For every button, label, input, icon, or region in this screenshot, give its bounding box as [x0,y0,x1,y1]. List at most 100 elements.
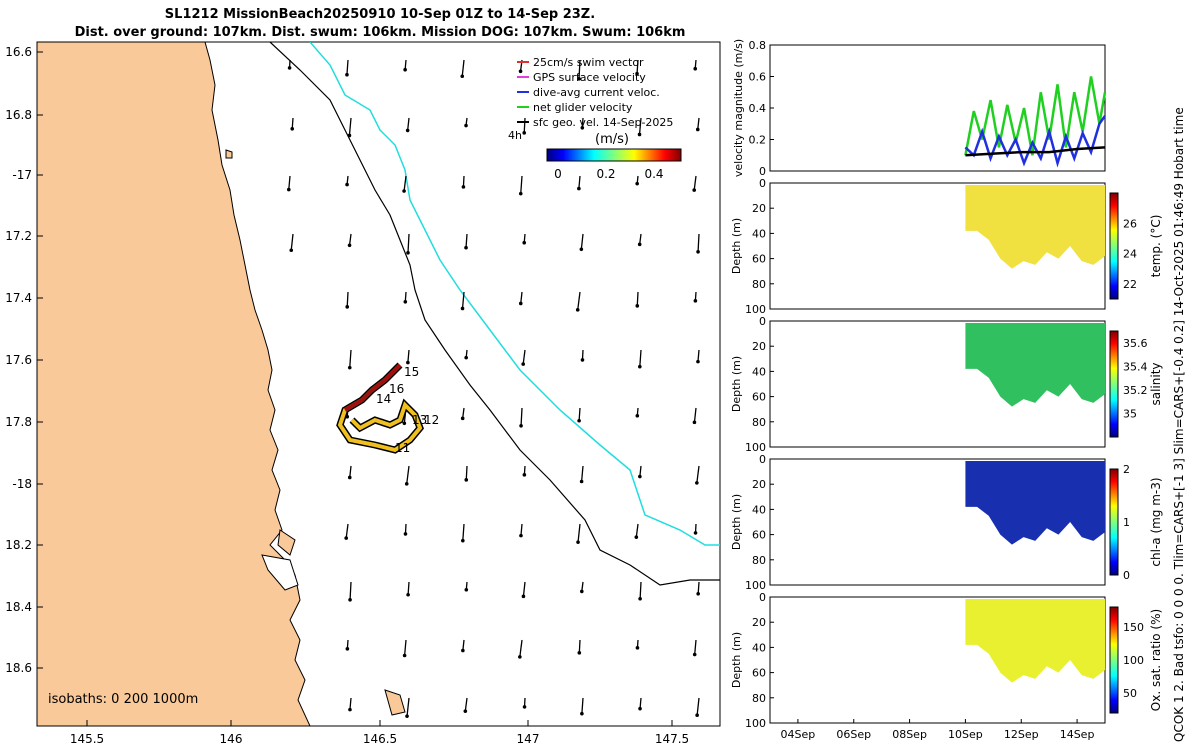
arrow-head [406,592,410,597]
geo-velocity-arrow [461,59,465,77]
arrow-head [635,646,640,650]
isobaths-label: isobaths: 0 200 1000m [48,692,198,707]
arrow-head [344,536,348,540]
arrow-head [579,589,584,594]
panel-4: 0 20 40 60 80 100 Depth (m) 50 100 150 Ox. sat. ra… [730,591,1163,730]
arrow-head [577,186,581,191]
island [384,689,406,716]
arrow-head [460,306,465,311]
geo-velocity-arrow [697,117,700,130]
y-tick-label: 20 [752,202,766,215]
lat-tick-label: 17.8 [5,415,32,429]
arrow-head [406,250,410,255]
heatmap-data [965,323,1105,407]
y-axis-label: Depth (m) [730,494,743,550]
lon-tick-label: 147.5 [655,732,689,746]
geo-velocity-arrow [406,697,410,717]
arrow-head [287,66,292,70]
geo-velocity-arrows [286,59,700,718]
geo-velocity-arrow [578,175,581,189]
geo-velocity-arrow [639,581,642,599]
colorbar-tick-label: 50 [1123,687,1137,700]
arrow-head [692,188,696,192]
y-tick-label: 40 [752,641,766,654]
arrow-head [634,535,639,539]
colorbar-tick-label: 0.4 [644,167,663,181]
geo-velocity-arrow [578,59,581,79]
geo-velocity-arrow [636,291,639,306]
colorbar-label: Ox. sat. ratio (%) [1149,609,1163,711]
geo-velocity-arrow [577,523,581,543]
geo-velocity-arrow [522,349,526,365]
colorbar-tick-label: 35 [1123,407,1137,420]
arrow-head [464,355,468,360]
colorbar-unit: (m/s) [595,132,629,147]
arrow-head [692,652,697,657]
geo-velocity-arrow [403,175,407,192]
geo-velocity-arrow [290,233,294,251]
geo-velocity-arrow [407,233,410,253]
y-axis-label: Depth (m) [730,356,743,412]
legend-entry: sfc geo. vel. 14-Sep-2025 [533,116,673,129]
arrow-head [637,242,642,247]
arrow-head [522,240,527,245]
arrow-head [575,308,580,312]
colorbar-label: temp. (°C) [1149,215,1163,278]
arrow-head [345,647,350,651]
arrow-head [695,481,699,485]
series-line [964,76,1107,156]
x-tick-label: 14Sep [1060,728,1095,741]
geo-velocity-arrow [465,465,468,480]
arrow-head [638,364,642,369]
arrow-head [286,187,291,192]
arrow-head [580,711,584,716]
geo-velocity-arrow [697,349,700,362]
geo-velocity-arrow [407,349,410,363]
arrow-head [518,655,522,659]
lat-tick-label: 17.2 [5,229,32,243]
panel-colorbar [1109,606,1119,714]
y-axis-label: Depth (m) [730,632,743,688]
arrow-head [638,474,642,479]
arrow-head [518,301,523,306]
geo-velocity-arrow [346,59,349,75]
arrow-head [404,482,409,486]
geo-velocity-arrow [636,59,639,74]
arrow-head [518,191,523,196]
figure-title-line2: Dist. over ground: 107km. Dist. swum: 10… [74,25,686,40]
x-tick-label: 04Sep [781,728,816,741]
arrow-head [693,66,698,71]
arrow-head [577,651,582,655]
arrow-head [696,591,700,596]
panel-colorbar [1109,330,1119,438]
arrow-head [461,648,465,653]
panel-3: 0 20 40 60 80 100 Depth (m) 0 1 2 chl-a (mg m-3) [730,453,1163,592]
geo-velocity-arrow [349,697,352,710]
arrow-head [635,413,640,418]
lat-tick-label: -17 [12,168,32,182]
y-tick-label: 40 [752,365,766,378]
figure-title-line1: SL1212 MissionBeach20250910 10-Sep 01Z t… [164,7,596,22]
land-mass [37,42,311,726]
y-tick-label: 20 [752,478,766,491]
y-tick-label: 40 [752,503,766,516]
geo-velocity-arrow [288,175,291,190]
geo-velocity-arrow [520,175,523,194]
y-axis-label: Depth (m) [730,218,743,274]
geo-velocity-arrow [519,639,523,657]
geo-velocity-arrow [462,523,465,541]
arrow-head [696,249,700,254]
speed-colorbar [546,148,682,162]
x-tick-label: 10Sep [948,728,983,741]
arrow-head [693,531,698,535]
y-tick-label: 80 [752,554,766,567]
lat-tick-label: 18.2 [5,538,32,552]
y-tick-label: 20 [752,616,766,629]
isobath-200 [269,42,720,586]
arrow-head [403,67,407,72]
geo-velocity-arrow [349,349,352,368]
panel-colorbar [1109,468,1119,576]
arrow-head [347,475,352,480]
arrow-head [405,714,409,718]
